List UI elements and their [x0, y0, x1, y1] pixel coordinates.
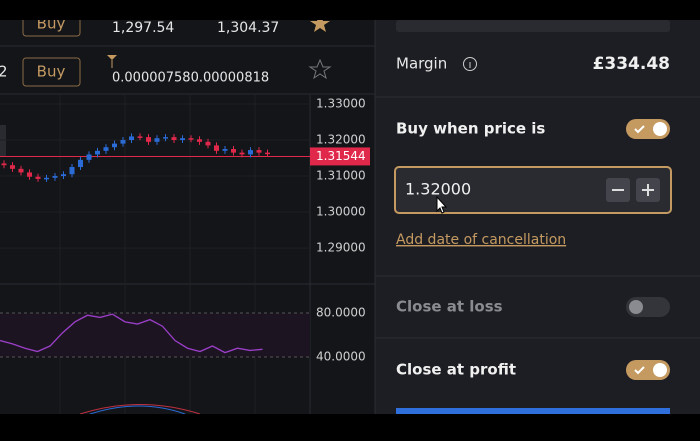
favorite-star[interactable]: [308, 58, 332, 80]
buy-button[interactable]: [22, 57, 81, 87]
buy-label[interactable]: Buy: [37, 63, 66, 81]
input-box[interactable]: [396, 20, 670, 32]
candle-body: [1, 163, 7, 166]
close-at-profit-label: Close at profit: [396, 361, 516, 379]
marker: [107, 55, 117, 60]
candle-body: [112, 143, 117, 148]
candle-body: [188, 138, 194, 140]
scroll-handle[interactable]: [0, 125, 6, 157]
candle-body: [137, 136, 143, 138]
indicator-line: [0, 313, 263, 354]
sell-price: 1,297.54: [112, 20, 174, 36]
current-price-label: 1.31544: [316, 149, 366, 163]
favorite-star[interactable]: [310, 14, 330, 32]
check: [634, 366, 645, 375]
info-icon[interactable]: [463, 57, 477, 71]
candle-body: [205, 141, 211, 146]
price-tick-label: 1.29000: [316, 241, 366, 255]
candle-body: [146, 137, 151, 142]
indicator-tick-label: 80.0000: [316, 306, 366, 320]
order-panel: [375, 20, 700, 414]
buy-price: 1,304.37: [217, 20, 279, 36]
check: [634, 125, 645, 134]
candle-body: [265, 152, 270, 155]
candle-body: [10, 165, 15, 169]
candle-body: [256, 150, 262, 153]
candle-body: [214, 145, 219, 151]
candle-body: [239, 152, 245, 155]
candle-body: [78, 159, 83, 168]
price-tick-label: 1.31000: [316, 169, 366, 183]
candle-body: [61, 174, 66, 177]
cursor: [436, 195, 448, 214]
candle-body: [44, 177, 49, 180]
margin-label: Margin: [396, 55, 447, 73]
candle-body: [129, 136, 134, 141]
candle-body: [69, 167, 75, 175]
candle-body: [197, 139, 202, 142]
indicator-band: [0, 313, 310, 358]
buy-when-label: Buy when price is: [396, 120, 545, 138]
toggle-knob: [653, 363, 667, 377]
candle-body: [95, 150, 100, 155]
candle-body: [103, 147, 109, 151]
candle-body: [86, 154, 92, 160]
cancellation-link[interactable]: Add date of cancellation: [396, 232, 566, 248]
letterbox: [0, 0, 700, 20]
toggle-knob: [629, 300, 643, 314]
current-price-tag: [310, 147, 370, 166]
letterbox: [0, 414, 700, 437]
candle-body: [154, 138, 160, 142]
oscillator-curve: [89, 405, 186, 415]
candle-body: [27, 172, 32, 177]
row-index: 2: [0, 63, 8, 81]
candle-body: [171, 137, 177, 141]
close-at-loss-label: Close at loss: [396, 298, 503, 316]
candle-body: [231, 149, 236, 153]
toggle-knob: [653, 122, 667, 136]
price-tick-label: 1.30000: [316, 205, 366, 219]
candle-body: [35, 176, 41, 179]
oscillator-curve: [79, 404, 201, 415]
candle-body: [163, 137, 168, 139]
margin-value: £334.48: [593, 54, 670, 74]
price-chart: 1.33000 1.32000 1.31000 1.30000 1.29000 1.315…: [0, 95, 370, 415]
indicator-tick-label: 40.0000: [316, 350, 366, 364]
price-tick-label: 1.33000: [316, 97, 366, 111]
candle-body: [120, 140, 126, 144]
price-input[interactable]: [394, 166, 672, 214]
candle-body: [180, 138, 185, 141]
candle-body: [222, 149, 228, 151]
price-tick-label: 1.32000: [316, 133, 366, 147]
price-input-value[interactable]: 1.32000: [405, 180, 471, 199]
candle-body: [18, 168, 24, 173]
spread: 0.000007580.00000818: [112, 71, 269, 86]
candle-body: [248, 150, 253, 155]
plus-icon: [642, 184, 654, 196]
candle-body: [52, 176, 58, 178]
submit-button[interactable]: [396, 408, 670, 414]
